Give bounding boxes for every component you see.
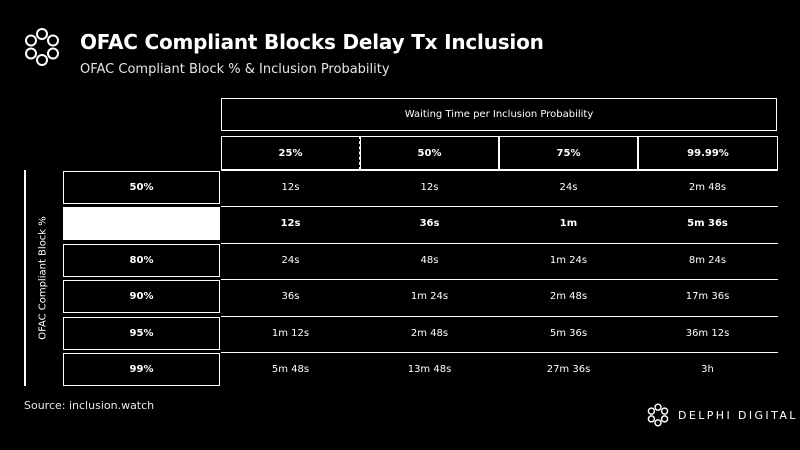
table-cell: 36s: [281, 291, 300, 302]
row-header: 95%: [63, 317, 220, 350]
table-cell: 5m 48s: [271, 364, 310, 375]
table-cell: 3h: [701, 364, 714, 375]
row-divider: [221, 316, 778, 317]
table-cell: 1m: [559, 218, 578, 229]
row-divider: [221, 170, 778, 171]
row-header: [63, 207, 220, 240]
row-group-label: OFAC Compliant Block %: [37, 216, 49, 340]
table-cell: 12s: [280, 218, 301, 229]
source-note: Source: inclusion.watch: [24, 399, 155, 412]
column-group-label: Waiting Time per Inclusion Probability: [221, 98, 777, 131]
brand-name: DELPHI DIGITAL: [678, 408, 798, 422]
row-axis-bracket: [24, 170, 26, 386]
table-cell: 12s: [281, 182, 300, 193]
table-cell: 24s: [281, 255, 300, 266]
row-divider: [221, 243, 778, 244]
column-header-75: 75%: [499, 136, 638, 170]
row-divider: [221, 206, 778, 207]
column-header-50: 50%: [360, 136, 499, 170]
row-header: 90%: [63, 280, 220, 313]
table-cell: 13m 48s: [407, 364, 452, 375]
table-cell: 36s: [419, 218, 440, 229]
row-divider: [221, 279, 778, 280]
chart-subtitle: OFAC Compliant Block % & Inclusion Proba…: [80, 62, 390, 77]
row-header: 50%: [63, 171, 220, 204]
table-cell: 12s: [420, 182, 439, 193]
table-cell: 8m 24s: [688, 255, 727, 266]
column-header-25: 25%: [221, 136, 360, 170]
chart-title: OFAC Compliant Blocks Delay Tx Inclusion: [80, 30, 544, 54]
table-cell: 1m 24s: [549, 255, 588, 266]
table-cell: 48s: [420, 255, 439, 266]
table-cell: 24s: [559, 182, 578, 193]
column-header-9999: 99.99%: [638, 136, 778, 170]
table-cell: 36m 12s: [685, 328, 730, 339]
table-cell: 2m 48s: [549, 291, 588, 302]
row-divider: [221, 352, 778, 353]
table-cell: 2m 48s: [688, 182, 727, 193]
table-cell: 27m 36s: [546, 364, 591, 375]
delphi-logo-icon: [25, 28, 59, 66]
row-header: 80%: [63, 244, 220, 277]
brand-footer: DELPHI DIGITAL: [646, 403, 798, 427]
table-cell: 1m 12s: [271, 328, 310, 339]
table-cell: 2m 48s: [410, 328, 449, 339]
table-cell: 5m 36s: [549, 328, 588, 339]
table-cell: 17m 36s: [685, 291, 730, 302]
row-header: 99%: [63, 353, 220, 386]
delphi-logo-icon: [647, 403, 669, 427]
table-cell: 1m 24s: [410, 291, 449, 302]
table-cell: 5m 36s: [687, 218, 728, 229]
